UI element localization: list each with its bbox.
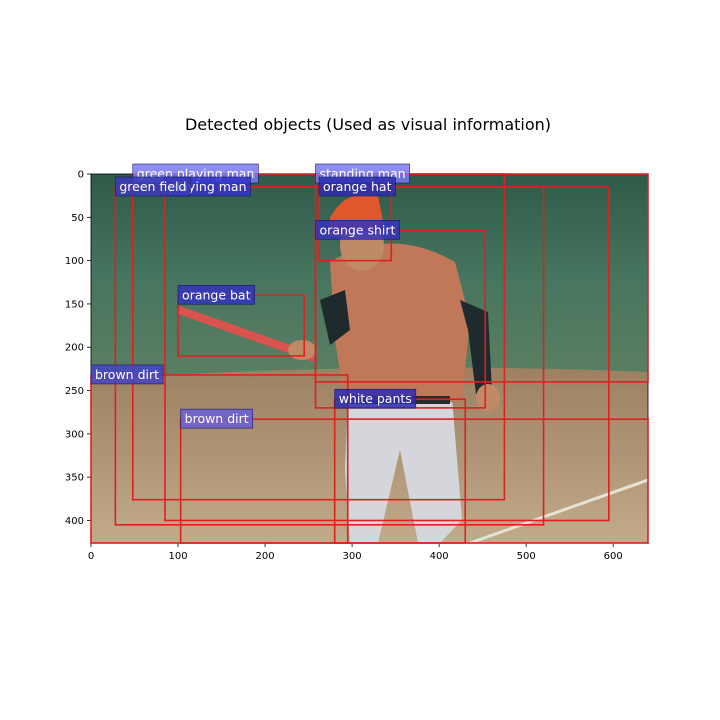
detection-label: orange hat <box>318 176 396 197</box>
y-tick-label: 200 <box>65 343 84 354</box>
detection-label-text: brown dirt <box>95 367 159 382</box>
x-axis: 0 100 200 300 400 500 600 <box>88 543 623 562</box>
y-tick-label: 0 <box>78 170 84 181</box>
detection-label-bg <box>334 388 417 409</box>
detection-label-bg <box>318 176 396 197</box>
player-pants <box>345 398 462 543</box>
detection-label: orange shirt <box>315 220 400 240</box>
y-tick-label: 50 <box>71 213 84 224</box>
player-right-sleeve <box>460 300 492 394</box>
detection-label-text: orange shirt <box>320 222 396 237</box>
x-tick-label: 500 <box>517 551 536 562</box>
detection-label: white pants <box>334 388 417 409</box>
detection-label-text: brown dirt <box>185 411 249 426</box>
detection-box <box>179 418 649 544</box>
detection-label: brown dirt <box>180 408 254 429</box>
y-tick-label: 350 <box>65 473 84 484</box>
y-tick-label: 300 <box>65 429 84 440</box>
player-left-sleeve <box>320 290 350 345</box>
detection-label-bg <box>90 364 164 385</box>
y-tick-label: 250 <box>65 386 84 397</box>
y-tick-label: 150 <box>65 299 84 310</box>
detection-label: orange bat <box>177 284 255 305</box>
x-tick-label: 400 <box>430 551 449 562</box>
player-jersey <box>330 243 470 404</box>
baseline-chalk <box>469 478 648 543</box>
x-tick-label: 600 <box>604 551 623 562</box>
y-axis: 0 50 100 150 200 250 300 350 400 <box>65 170 91 527</box>
detection-label-bg <box>315 220 400 240</box>
detection-label: green field <box>115 176 191 197</box>
detection-label-text: orange hat <box>323 179 392 194</box>
player-bat <box>178 306 316 362</box>
detection-label-text: green field <box>119 179 186 194</box>
player-glove <box>476 384 500 412</box>
chart-title: Detected objects (Used as visual informa… <box>185 115 551 134</box>
player-hands <box>288 340 316 360</box>
y-tick-label: 400 <box>65 516 84 527</box>
x-tick-label: 100 <box>168 551 187 562</box>
x-tick-label: 200 <box>256 551 275 562</box>
x-tick-label: 0 <box>88 551 94 562</box>
detection-label-text: white pants <box>339 391 412 406</box>
detection-label-text: orange bat <box>182 287 251 302</box>
detection-label-bg <box>177 284 255 305</box>
detection-label: brown dirt <box>90 364 164 385</box>
y-tick-label: 100 <box>65 256 84 267</box>
detection-label-bg <box>115 176 191 197</box>
x-tick-label: 300 <box>343 551 362 562</box>
detection-label-bg <box>180 408 254 429</box>
